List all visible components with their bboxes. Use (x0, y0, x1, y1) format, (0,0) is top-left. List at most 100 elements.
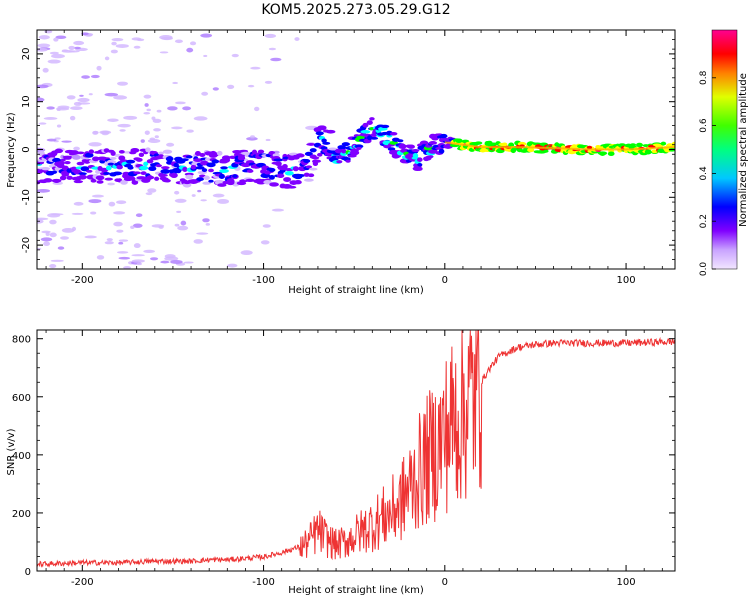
spectral-blob (59, 175, 67, 181)
spectral-blob (78, 172, 87, 176)
noise-dot (118, 241, 124, 245)
spectral-blob (607, 151, 615, 157)
noise-dot (186, 47, 194, 53)
spectral-blob (145, 175, 155, 180)
y-tick-label: 0 (25, 567, 31, 578)
noise-dot (166, 142, 175, 147)
spectral-blob (160, 169, 171, 174)
noise-dot (123, 266, 131, 269)
spectral-blob (273, 158, 284, 162)
noise-dot (196, 232, 209, 235)
noise-dot (240, 250, 253, 256)
spectral-blob (356, 146, 362, 150)
noise-dot (150, 257, 159, 261)
noise-dot (132, 223, 143, 228)
noise-dot (56, 124, 62, 128)
noise-dot (73, 146, 80, 151)
spectral-blob (173, 162, 179, 168)
noise-dot (45, 232, 50, 237)
noise-dot (106, 238, 113, 242)
spectral-blob (251, 149, 258, 155)
noise-dot (200, 199, 207, 202)
spectral-blob (203, 175, 210, 180)
spectral-blob (180, 158, 189, 162)
spectral-blob (222, 157, 231, 163)
noise-dot (116, 251, 129, 254)
spectral-blob (389, 131, 398, 136)
spectral-blob (317, 152, 323, 157)
spectral-blob (165, 156, 174, 162)
spectral-blob (96, 180, 104, 184)
noise-dot (227, 84, 235, 89)
spectral-blob (145, 147, 151, 153)
spectral-blob (160, 166, 170, 170)
x-tick-label: -200 (71, 577, 94, 588)
noise-dot (88, 93, 93, 96)
spectral-blob (474, 141, 483, 145)
spectral-blob (226, 180, 235, 186)
spectral-blob (84, 152, 94, 158)
y-tick-label: 200 (12, 509, 31, 520)
spectral-blob (61, 173, 70, 177)
noise-dot (250, 66, 261, 70)
noise-dot (143, 94, 152, 99)
noise-dot (186, 129, 194, 133)
spectral-blob (306, 143, 316, 146)
noise-dot (71, 212, 84, 215)
snr-frame (36, 329, 676, 572)
noise-dot (146, 108, 151, 112)
spectral-blob (398, 144, 407, 148)
snr-ylabel: SNR (v/v) (6, 428, 17, 475)
spectral-blob (155, 164, 162, 168)
spectral-blob (282, 164, 288, 170)
noise-dot (46, 138, 57, 142)
noise-dot (81, 32, 89, 36)
snr-line (37, 330, 675, 568)
spectral-blob (185, 155, 193, 159)
spectral-blob (356, 135, 366, 140)
noise-dot (44, 30, 53, 34)
noise-dot (92, 130, 99, 135)
colorbar: 0.0 0.2 0.4 0.6 0.8 Normalized spectral ampl… (699, 29, 749, 276)
spectral-blob (64, 160, 71, 165)
spectral-blob (321, 138, 327, 143)
noise-dot (180, 220, 187, 226)
snr-panel: -200 -100 0 100 0 200 400 600 800 Height of stra… (6, 329, 676, 596)
spectral-blob (69, 150, 79, 156)
spectral-blob (130, 147, 140, 153)
spectral-blob (246, 169, 254, 173)
noise-dot (110, 49, 118, 54)
spectral-blob (196, 177, 204, 182)
noise-dot (172, 81, 179, 85)
noise-dot (135, 213, 143, 218)
noise-dot (130, 225, 135, 229)
noise-dot (37, 147, 46, 153)
noise-dot (254, 106, 260, 112)
snr-xlabel: Height of straight line (km) (288, 585, 424, 596)
noise-dot (118, 256, 131, 260)
noise-dot (201, 91, 209, 96)
spectral-blob (416, 167, 423, 171)
noise-dot (203, 54, 208, 57)
spectral-blob (268, 174, 275, 180)
noise-dot (50, 259, 64, 262)
noise-dot (107, 182, 116, 186)
spectral-blob (158, 173, 168, 177)
spectral-blob (138, 152, 145, 157)
spectral-blob (219, 168, 229, 173)
noise-dot (145, 192, 153, 196)
spectral-blob (104, 177, 114, 181)
spectral-blob (208, 168, 214, 173)
spectral-blob (190, 164, 197, 170)
spectral-blob (208, 179, 214, 183)
spectral-blob (182, 166, 188, 173)
spectral-blob (660, 141, 667, 146)
spectral-blob (146, 159, 154, 164)
spectral-blob (66, 175, 73, 180)
y-tick-label: -10 (21, 189, 32, 205)
spectral-blob (272, 153, 280, 158)
spectral-blob (307, 173, 315, 178)
noise-dot (264, 33, 277, 39)
noise-dot (154, 135, 159, 139)
